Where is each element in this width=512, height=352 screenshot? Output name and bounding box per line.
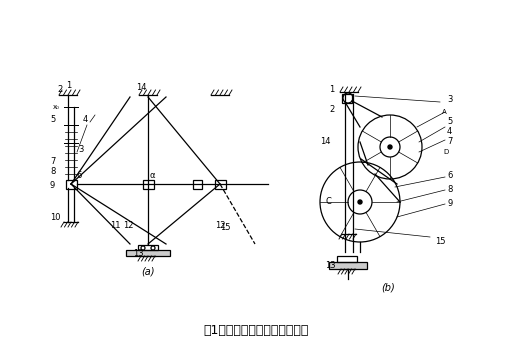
Text: 7: 7 (447, 138, 453, 146)
Text: α: α (150, 171, 155, 181)
Text: 2: 2 (329, 105, 334, 113)
Bar (126, 250, 170, 256)
Text: 1: 1 (66, 81, 71, 89)
Text: 12: 12 (215, 220, 225, 230)
Text: 14: 14 (136, 82, 146, 92)
Text: C: C (325, 197, 331, 207)
Bar (329, 262, 367, 269)
Text: 9: 9 (50, 182, 55, 190)
Text: 6: 6 (76, 171, 81, 181)
Text: 7: 7 (50, 157, 55, 166)
Text: 12: 12 (123, 220, 134, 230)
Text: A: A (442, 109, 447, 115)
Text: 4: 4 (447, 127, 452, 137)
Bar (193, 180, 202, 189)
Text: 3: 3 (78, 145, 83, 153)
Bar (142, 180, 154, 189)
Text: 5: 5 (447, 117, 452, 126)
Bar (342, 94, 352, 103)
Bar (66, 180, 76, 189)
Text: 6: 6 (447, 171, 453, 181)
Circle shape (388, 145, 392, 149)
Text: 8: 8 (50, 168, 55, 176)
Text: 13: 13 (133, 250, 144, 258)
Text: 3: 3 (447, 95, 453, 105)
Text: x₀: x₀ (53, 104, 60, 110)
Text: 11: 11 (110, 220, 120, 230)
Bar (337, 256, 357, 262)
Text: 9: 9 (447, 199, 452, 207)
Circle shape (141, 246, 145, 250)
Text: 14: 14 (320, 138, 331, 146)
Text: 图1包装机行程机构的工作原理: 图1包装机行程机构的工作原理 (203, 323, 309, 337)
Text: 10: 10 (50, 213, 60, 221)
Text: 13: 13 (325, 262, 336, 270)
Text: D: D (443, 149, 448, 155)
Text: 2: 2 (57, 84, 62, 94)
Text: (a): (a) (141, 266, 155, 276)
Text: 5: 5 (50, 114, 55, 124)
Text: 1: 1 (329, 84, 334, 94)
Bar (138, 245, 158, 250)
Text: 15: 15 (220, 222, 230, 232)
Circle shape (358, 200, 362, 204)
Bar (215, 180, 225, 189)
Text: 4: 4 (83, 114, 88, 124)
Text: 15: 15 (435, 238, 445, 246)
Circle shape (151, 246, 155, 250)
Text: (b): (b) (381, 282, 395, 292)
Text: 8: 8 (447, 184, 453, 194)
